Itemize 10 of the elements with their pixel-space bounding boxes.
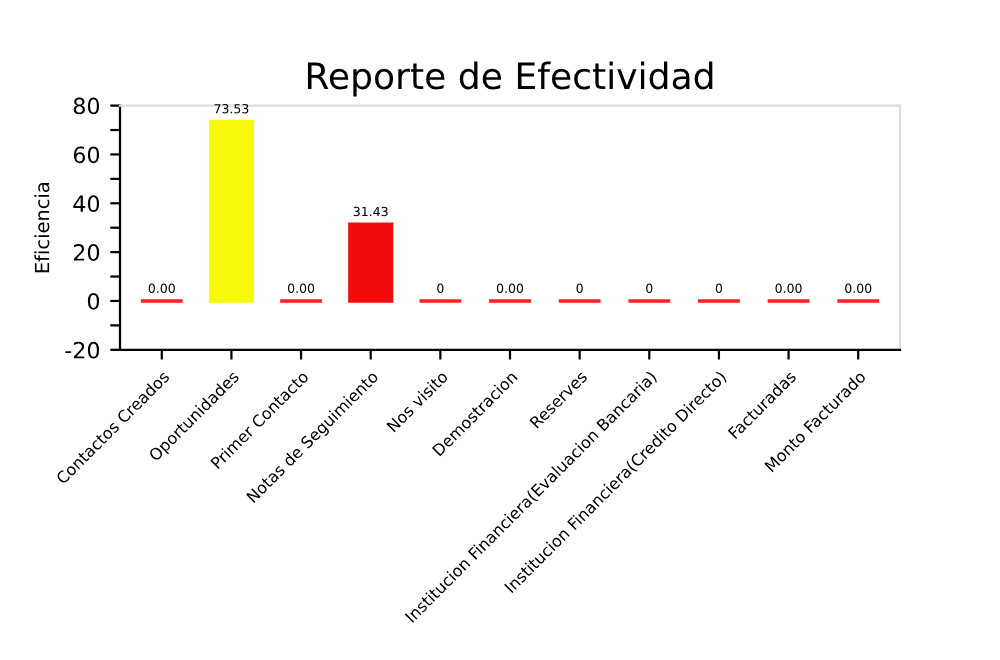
y-tick-label: 80 bbox=[73, 97, 100, 115]
y-tick-label: 20 bbox=[73, 244, 100, 261]
y-tick-label: 0 bbox=[87, 292, 100, 310]
bar bbox=[208, 119, 254, 303]
chart-title: Reporte de Efectividad bbox=[307, 61, 713, 97]
bar bbox=[348, 222, 394, 303]
y-tick-label: 40 bbox=[73, 195, 100, 213]
y-tick-label: -20 bbox=[65, 341, 100, 359]
y-tick-label: 60 bbox=[73, 146, 100, 164]
y-axis-title: Eficiencia bbox=[34, 183, 50, 273]
